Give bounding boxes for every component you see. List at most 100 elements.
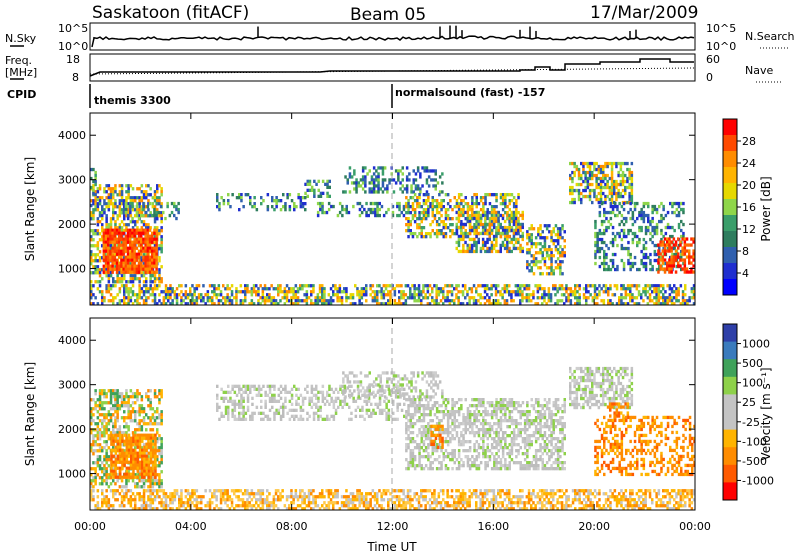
scatter-cell-3 [148,213,152,218]
scatter-cell-4 [519,302,522,305]
scatter-cell-1 [142,231,145,235]
scatter-cell-12 [584,179,587,184]
scatter-cell-13 [642,210,646,215]
scatter-cell-4 [318,290,322,294]
scatter-cell-11 [537,251,540,255]
scatter-cell-0 [129,404,133,408]
scatter-cell-9 [515,223,518,227]
scatter-cell-13 [620,219,624,224]
scatter-cell-9 [508,226,511,230]
scatter-cell-11 [550,272,553,276]
scatter-cell-1 [110,448,113,452]
scatter-cell-0 [120,208,124,212]
scatter-cell-4 [637,284,641,288]
scatter-cell-10 [506,228,509,233]
scatter-cell-0 [98,482,102,486]
scatter-cell-1 [152,442,155,446]
scatter-cell-4 [673,302,676,305]
scatter-cell-0 [151,482,155,486]
scatter-cell-0 [90,443,93,447]
scatter-cell-0 [129,280,133,284]
scatter-cell-13 [669,225,672,230]
scatter-cell-9 [435,229,439,233]
scatter-cell-4 [657,287,661,291]
scatter-cell-9 [475,196,478,200]
scatter-cell-0 [136,395,139,399]
scatter-cell-1 [140,249,143,253]
scatter-cell-13 [598,237,602,242]
scatter-cell-4 [536,302,540,305]
scatter-cell-0 [112,187,115,191]
scatter-cell-10 [455,210,458,215]
scatter-cell-4 [398,284,401,288]
scatter-cell-14 [672,255,676,259]
scatter-cell-11 [559,263,562,267]
scatter-cell-13 [640,249,643,254]
scatter-cell-4 [692,296,695,300]
scatter-cell-4 [345,293,348,297]
scatter-cell-1 [129,234,132,238]
scatter-cell-9 [488,211,492,215]
scatter-cell-4 [437,302,441,305]
scatter-cell-4 [620,296,623,300]
scatter-cell-4 [145,284,148,288]
scatter-cell-2 [145,507,148,510]
scatter-cell-11 [563,230,566,234]
scatter-cell-0 [160,482,163,486]
scatter-cell-8 [414,178,418,182]
scatter-cell-10 [488,222,491,227]
scatter-cell-4 [565,287,568,291]
scatter-cell-4 [461,302,465,305]
scatter-cell-4 [631,293,634,297]
scatter-cell-11 [554,266,558,270]
scatter-cell-13 [660,213,663,218]
scatter-cell-1 [134,463,137,467]
scatter-cell-11 [554,224,558,228]
scatter-cell-7 [398,204,401,209]
scatter-cell-4 [490,284,493,288]
scatter-cell-2 [149,495,152,499]
scatter-cell-8 [392,178,396,182]
scatter-cell-9 [427,205,430,209]
scatter-cell-4 [459,302,463,305]
scatter-cell-12 [619,161,623,166]
scatter-cell-4 [417,290,421,294]
scatter-cell-9 [438,205,441,209]
scatter-cell-4 [384,287,388,291]
scatter-cell-1 [151,246,154,250]
scatter-cell-4 [422,296,425,300]
scatter-cell-9 [405,211,408,215]
scatter-cell-4 [314,296,317,300]
scatter-cell-8 [425,169,429,173]
scatter-cell-13 [622,267,626,272]
scatter-cell-5 [229,205,232,209]
scatter-cell-4 [435,293,438,297]
colorbar-segment [723,167,737,184]
scatter-cell-10 [510,219,513,224]
scatter-cell-13 [616,264,619,269]
scatter-cell-9 [446,202,450,206]
scatter-cell-1 [107,237,110,241]
scatter-cell-1 [116,448,120,452]
scatter-cell-4 [316,296,320,300]
scatter-cell-0 [112,211,115,215]
scatter-cell-11 [541,236,544,240]
scatter-cell-0 [147,398,150,402]
scatter-cell-0 [105,217,108,221]
scatter-cell-8 [427,175,431,179]
scatter-cell-12 [569,176,572,181]
scatter-cell-0 [140,395,144,399]
scatter-cell-1 [143,457,146,461]
scatter-cell-4 [327,293,331,297]
scatter-cell-1 [111,237,114,241]
scatter-cell-13 [631,216,635,221]
scatter-cell-1 [154,469,157,473]
scatter-cell-4 [336,293,339,297]
scatter-cell-0 [101,479,104,483]
scatter-cell-4 [314,302,317,305]
scatter-cell-4 [681,299,685,303]
scatter-cell-0 [109,419,113,423]
scatter-cell-4 [538,284,542,288]
scatter-cell-4 [382,296,386,300]
